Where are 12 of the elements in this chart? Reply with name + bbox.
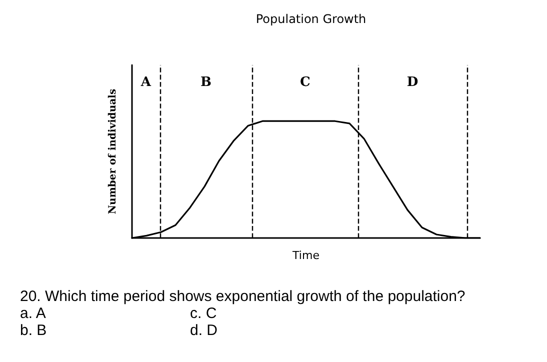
text: 20. Which time period shows exponential growth of the population? xyxy=(20,288,466,305)
y-axis-title: Number of individuals xyxy=(108,88,118,214)
text: D xyxy=(406,74,418,90)
text: b. B xyxy=(20,322,48,339)
text: c. C xyxy=(190,305,218,322)
text: B xyxy=(200,74,212,90)
chart-title: Population Growth xyxy=(256,12,366,26)
x-axis-title: Time xyxy=(292,249,320,262)
text: A xyxy=(140,74,152,90)
text: C xyxy=(300,74,310,90)
text: d. D xyxy=(190,322,219,339)
text: a. A xyxy=(20,305,47,322)
